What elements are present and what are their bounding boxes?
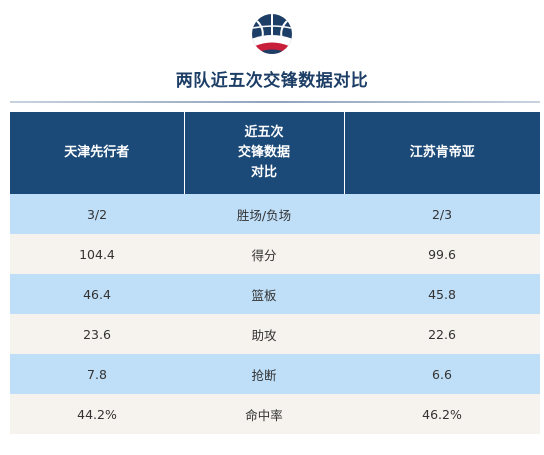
table-row: 7.8 抢断 6.6 <box>10 354 540 394</box>
comparison-table: 天津先行者 近五次 交锋数据 对比 江苏肯帝亚 3/2 胜场/负场 2/3 10… <box>10 112 540 434</box>
team-b-value: 45.8 <box>344 274 540 314</box>
team-a-value: 23.6 <box>10 314 184 354</box>
page-title: 两队近五次交锋数据对比 <box>175 71 369 91</box>
stat-header-line: 对比 <box>250 165 277 180</box>
table-row: 46.4 篮板 45.8 <box>10 274 540 314</box>
team-b-value: 22.6 <box>344 314 540 354</box>
team-a-header: 天津先行者 <box>10 112 185 194</box>
stat-header: 近五次 交锋数据 对比 <box>184 112 345 194</box>
table-row: 104.4 得分 99.6 <box>10 234 540 274</box>
stat-label: 命中率 <box>184 394 344 434</box>
table-row: 23.6 助攻 22.6 <box>10 314 540 354</box>
stat-label: 胜场/负场 <box>184 194 344 234</box>
team-b-value: 99.6 <box>344 234 540 274</box>
team-a-value: 44.2% <box>10 394 184 434</box>
team-a-value: 3/2 <box>10 194 184 234</box>
stat-label: 得分 <box>184 234 344 274</box>
team-a-value: 46.4 <box>10 274 184 314</box>
team-b-value: 46.2% <box>344 394 540 434</box>
team-b-value: 2/3 <box>344 194 540 234</box>
basketball-logo-icon <box>252 14 292 54</box>
stat-label: 篮板 <box>184 274 344 314</box>
stat-header-line: 交锋数据 <box>237 145 290 160</box>
team-a-value: 104.4 <box>10 234 184 274</box>
title-divider <box>10 101 540 103</box>
team-a-value: 7.8 <box>10 354 184 394</box>
stat-header-line: 近五次 <box>244 125 284 140</box>
stat-label: 抢断 <box>184 354 344 394</box>
stat-label: 助攻 <box>184 314 344 354</box>
team-b-header: 江苏肯帝亚 <box>344 112 540 194</box>
team-b-value: 6.6 <box>344 354 540 394</box>
header-row: 天津先行者 近五次 交锋数据 对比 江苏肯帝亚 <box>10 112 540 194</box>
table-row: 44.2% 命中率 46.2% <box>10 394 540 434</box>
table-row: 3/2 胜场/负场 2/3 <box>10 194 540 234</box>
